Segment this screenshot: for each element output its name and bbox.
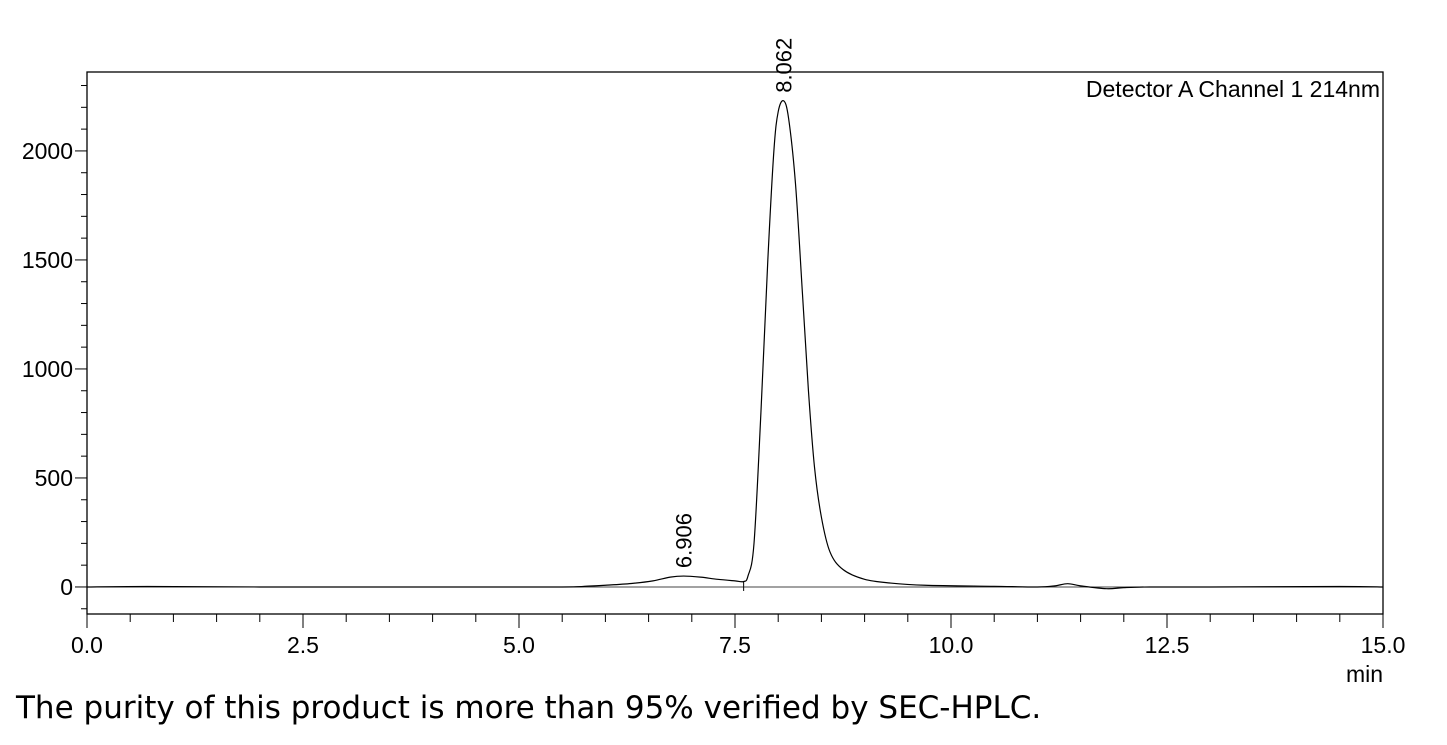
x-tick-label: 2.5 bbox=[287, 632, 319, 658]
x-tick-label: 7.5 bbox=[719, 632, 751, 658]
y-tick-label: 1500 bbox=[22, 247, 73, 273]
y-tick-label: 2000 bbox=[22, 138, 73, 164]
purity-caption: The purity of this product is more than … bbox=[16, 690, 1042, 726]
y-tick-label: 1000 bbox=[22, 356, 73, 382]
series-line bbox=[86, 100, 1384, 590]
x-tick-label: 12.5 bbox=[1145, 632, 1190, 658]
chromatogram-chart: 0.0 2.5 5.0 7.5 10.0 12.5 15.0 0 500 1000 1500 2000… bbox=[22, 38, 1406, 687]
peak-label: 8.062 bbox=[772, 38, 797, 93]
plot-frame bbox=[86, 71, 1384, 615]
legend-label: Detector A Channel 1 214nm bbox=[1086, 76, 1380, 102]
x-tick-label: 10.0 bbox=[929, 632, 974, 658]
x-tick-label: 0.0 bbox=[71, 632, 103, 658]
y-tick-label: 500 bbox=[35, 465, 73, 491]
x-tick-label: 5.0 bbox=[503, 632, 535, 658]
x-tick-label: 15.0 bbox=[1361, 632, 1406, 658]
peak-label: 6.906 bbox=[672, 513, 697, 568]
y-tick-label: 0 bbox=[60, 574, 73, 600]
x-axis-label: min bbox=[1346, 661, 1383, 687]
